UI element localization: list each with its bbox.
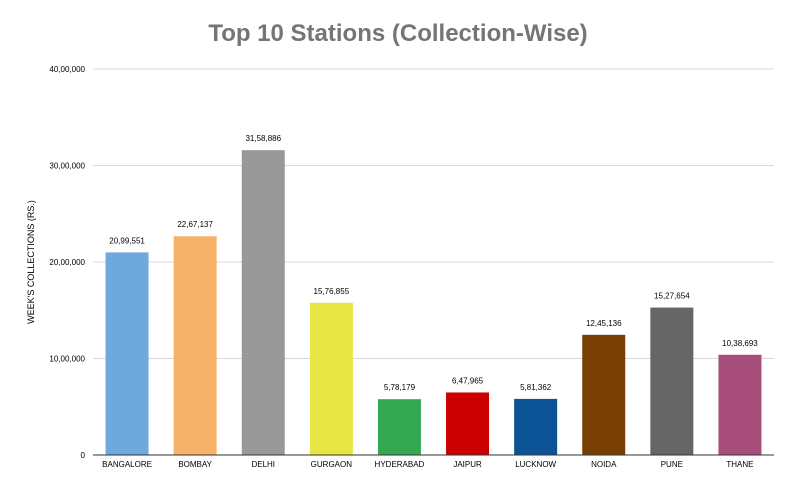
y-tick-label: 0 xyxy=(81,451,86,460)
x-tick-label: BOMBAY xyxy=(178,460,212,469)
x-tick-label: BANGALORE xyxy=(102,460,152,469)
data-label: 12,45,136 xyxy=(586,319,622,328)
y-tick-label: 40,00,000 xyxy=(49,65,85,74)
x-tick-labels: BANGALORE BOMBAY DELHI GURGAON HYDERABAD JAIP… xyxy=(102,460,753,469)
x-tick-label: GURGAON xyxy=(311,460,353,469)
x-tick-label: HYDERABAD xyxy=(375,460,425,469)
bar-bangalore xyxy=(105,252,149,455)
data-label: 31,58,886 xyxy=(245,134,281,143)
data-label: 5,78,179 xyxy=(384,383,416,392)
y-tick-label: 30,00,000 xyxy=(49,162,85,171)
bar-thane xyxy=(718,354,762,455)
y-tick-label: 20,00,000 xyxy=(49,258,85,267)
x-tick-label: JAIPUR xyxy=(453,460,482,469)
bar-jaipur xyxy=(446,392,490,455)
data-label: 20,99,551 xyxy=(109,236,145,245)
data-label: 6,47,965 xyxy=(452,376,484,385)
data-label: 5,81,362 xyxy=(520,383,552,392)
y-tick-labels: 0 10,00,000 20,00,000 30,00,000 40,00,000 xyxy=(49,65,85,460)
x-tick-label: DELHI xyxy=(251,460,275,469)
bars xyxy=(105,150,762,456)
bar-bombay xyxy=(173,236,217,455)
bar-delhi xyxy=(241,150,285,456)
bar-gurgaon xyxy=(309,302,353,455)
bar-pune xyxy=(650,307,694,455)
x-tick-label: LUCKNOW xyxy=(515,460,556,469)
x-tick-label: NOIDA xyxy=(591,460,617,469)
bar-hyderabad xyxy=(377,399,421,455)
x-tick-label: PUNE xyxy=(661,460,683,469)
data-labels: 20,99,551 22,67,137 31,58,886 15,76,855 5,78… xyxy=(109,134,758,392)
y-tick-label: 10,00,000 xyxy=(49,355,85,364)
data-label: 10,38,693 xyxy=(722,339,758,348)
data-label: 15,76,855 xyxy=(314,287,350,296)
data-label: 22,67,137 xyxy=(177,220,213,229)
data-label: 15,27,654 xyxy=(654,292,690,301)
x-tick-label: THANE xyxy=(726,460,753,469)
bar-noida xyxy=(582,334,626,455)
chart-title: Top 10 Stations (Collection-Wise) xyxy=(208,20,588,47)
bar-lucknow xyxy=(514,398,558,455)
